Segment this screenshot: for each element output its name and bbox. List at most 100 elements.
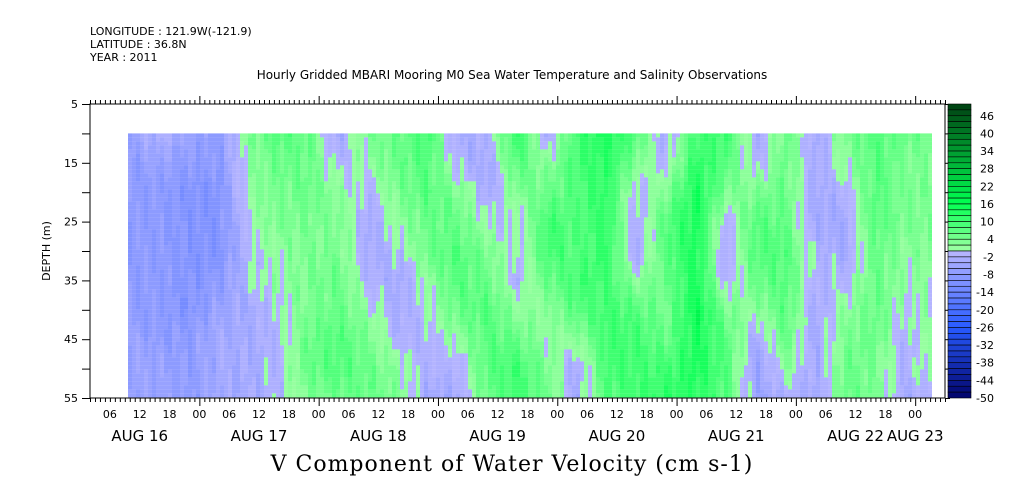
heatmap-cell: [228, 273, 232, 278]
heatmap-cell: [196, 249, 200, 254]
heatmap-cell: [380, 365, 384, 370]
heatmap-cell: [148, 185, 152, 190]
heatmap-cell: [136, 277, 140, 282]
heatmap-cell: [276, 273, 280, 278]
heatmap-cell: [232, 261, 236, 266]
heatmap-cell: [208, 149, 212, 154]
heatmap-cell: [404, 169, 408, 174]
heatmap-cell: [144, 289, 148, 294]
heatmap-cell: [372, 189, 376, 194]
heatmap-cell: [348, 177, 352, 182]
heatmap-cell: [172, 301, 176, 306]
heatmap-cell: [420, 369, 424, 374]
heatmap-cell: [172, 353, 176, 358]
heatmap-cell: [412, 229, 416, 234]
heatmap-cell: [356, 185, 360, 190]
heatmap-cell: [376, 277, 380, 282]
heatmap-cell: [160, 249, 164, 254]
heatmap-cell: [304, 137, 308, 142]
heatmap-cell: [260, 213, 264, 218]
heatmap-cell: [320, 337, 324, 342]
heatmap-cell: [188, 161, 192, 166]
heatmap-cell: [364, 277, 368, 282]
heatmap-cell: [392, 273, 396, 278]
heatmap-cell: [388, 285, 392, 290]
heatmap-cell: [268, 265, 272, 270]
heatmap-cell: [220, 361, 224, 366]
heatmap-cell: [296, 285, 300, 290]
heatmap-cell: [272, 341, 276, 346]
heatmap-cell: [336, 389, 340, 394]
heatmap-cell: [388, 141, 392, 146]
heatmap-cell: [160, 273, 164, 278]
heatmap-cell: [404, 365, 408, 370]
heatmap-cell: [136, 269, 140, 274]
heatmap-cell: [416, 313, 420, 318]
heatmap-cell: [380, 153, 384, 158]
heatmap-cell: [168, 149, 172, 154]
heatmap-cell: [284, 369, 288, 374]
heatmap-cell: [344, 253, 348, 258]
heatmap-cell: [176, 157, 180, 162]
heatmap-cell: [256, 389, 260, 394]
heatmap-cell: [340, 169, 344, 174]
heatmap-cell: [264, 181, 268, 186]
heatmap-cell: [164, 357, 168, 362]
heatmap-cell: [240, 285, 244, 290]
heatmap-cell: [404, 153, 408, 158]
heatmap-cell: [200, 389, 204, 394]
heatmap-cell: [360, 153, 364, 158]
heatmap-cell: [192, 149, 196, 154]
heatmap-cell: [256, 137, 260, 142]
heatmap-cell: [144, 177, 148, 182]
heatmap-cell: [260, 153, 264, 158]
heatmap-cell: [140, 133, 144, 138]
heatmap-cell: [152, 301, 156, 306]
heatmap-cell: [288, 265, 292, 270]
heatmap-cell: [352, 285, 356, 290]
heatmap-cell: [132, 277, 136, 282]
heatmap-cell: [348, 201, 352, 206]
heatmap-cell: [360, 309, 364, 314]
heatmap-cell: [240, 317, 244, 322]
heatmap-cell: [316, 177, 320, 182]
heatmap-cell: [408, 301, 412, 306]
heatmap-cell: [240, 269, 244, 274]
heatmap-cell: [348, 209, 352, 214]
heatmap-cell: [408, 221, 412, 226]
heatmap-cell: [288, 385, 292, 390]
heatmap-cell: [188, 293, 192, 298]
heatmap-cell: [304, 225, 308, 230]
heatmap-cell: [348, 233, 352, 238]
heatmap-cell: [136, 321, 140, 326]
heatmap-cell: [236, 209, 240, 214]
heatmap-cell: [260, 281, 264, 286]
heatmap-cell: [200, 161, 204, 166]
heatmap-cell: [332, 237, 336, 242]
heatmap-cell: [196, 233, 200, 238]
heatmap-cell: [276, 137, 280, 142]
heatmap-cell: [300, 317, 304, 322]
heatmap-cell: [300, 189, 304, 194]
heatmap-cell: [380, 313, 384, 318]
heatmap-cell: [136, 201, 140, 206]
heatmap-cell: [424, 249, 428, 254]
heatmap-cell: [420, 309, 424, 314]
heatmap-cell: [404, 193, 408, 198]
heatmap-cell: [280, 273, 284, 278]
heatmap-cell: [296, 313, 300, 318]
heatmap-cell: [372, 193, 376, 198]
heatmap-cell: [272, 185, 276, 190]
heatmap-cell: [144, 149, 148, 154]
heatmap-cell: [356, 257, 360, 262]
heatmap-cell: [328, 225, 332, 230]
heatmap-cell: [356, 157, 360, 162]
heatmap-cell: [348, 377, 352, 382]
heatmap-cell: [200, 377, 204, 382]
heatmap-cell: [180, 289, 184, 294]
heatmap-cell: [224, 229, 228, 234]
heatmap-cell: [404, 393, 408, 398]
heatmap-cell: [288, 353, 292, 358]
heatmap-cell: [240, 337, 244, 342]
heatmap-cell: [404, 309, 408, 314]
